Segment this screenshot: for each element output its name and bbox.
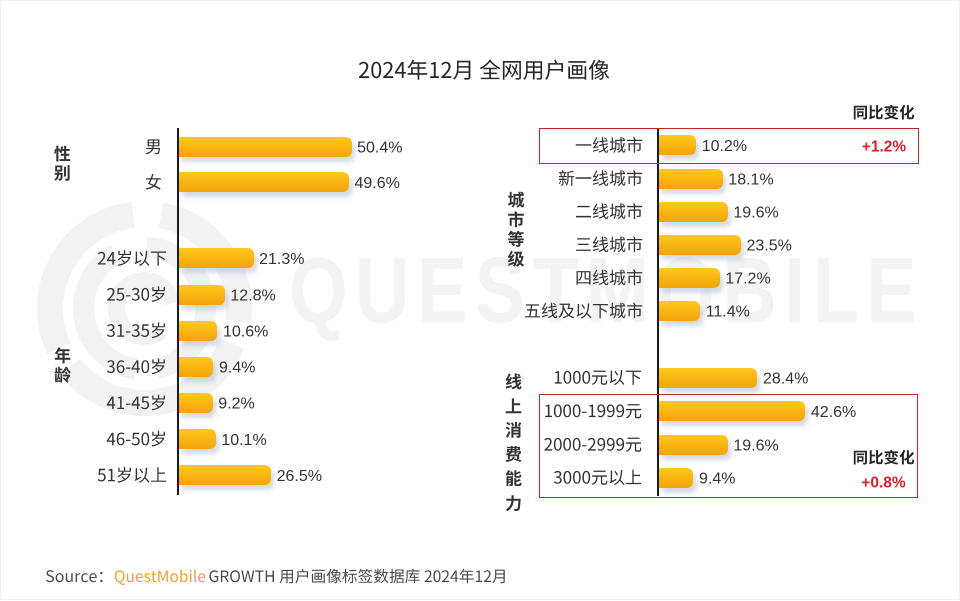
svg-text:23.5%: 23.5%	[747, 238, 792, 255]
svg-text:+0.8%: +0.8%	[861, 474, 906, 491]
svg-text:9.2%: 9.2%	[218, 396, 254, 413]
svg-text:10.1%: 10.1%	[221, 432, 266, 449]
svg-text:21.3%: 21.3%	[259, 251, 304, 268]
svg-text:18.1%: 18.1%	[728, 171, 773, 188]
svg-text:10.2%: 10.2%	[702, 138, 747, 155]
svg-text:50.4%: 50.4%	[357, 140, 402, 157]
svg-text:11.4%: 11.4%	[706, 304, 750, 321]
svg-text:9.4%: 9.4%	[699, 470, 735, 487]
svg-text:19.6%: 19.6%	[733, 204, 778, 221]
svg-text:QUESTMOBILE: QUESTMOBILE	[289, 237, 924, 341]
svg-text:19.6%: 19.6%	[733, 437, 778, 454]
svg-text:+1.2%: +1.2%	[862, 138, 907, 155]
svg-text:12.8%: 12.8%	[230, 287, 275, 304]
svg-text:9.4%: 9.4%	[219, 360, 255, 377]
svg-text:10.6%: 10.6%	[223, 324, 268, 341]
svg-text:26.5%: 26.5%	[277, 468, 322, 485]
svg-text:42.6%: 42.6%	[811, 404, 856, 421]
svg-text:17.2%: 17.2%	[725, 271, 770, 288]
svg-text:49.6%: 49.6%	[355, 175, 400, 192]
svg-text:28.4%: 28.4%	[763, 370, 808, 387]
